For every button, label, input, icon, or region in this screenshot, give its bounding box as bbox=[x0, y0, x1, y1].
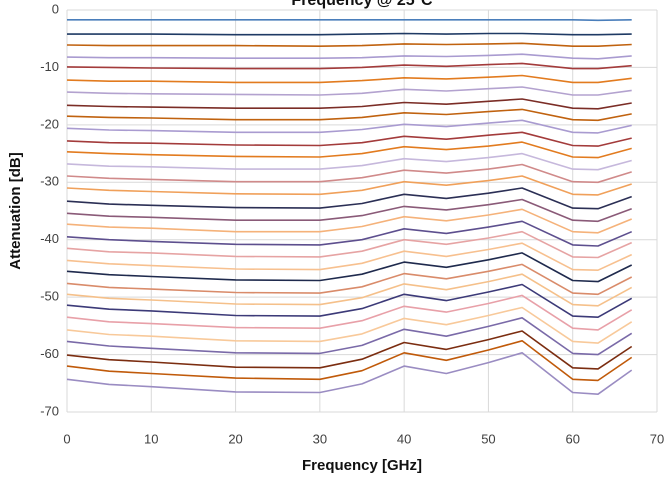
series-line bbox=[66, 163, 632, 184]
series-line bbox=[66, 352, 633, 395]
series-line bbox=[66, 273, 633, 307]
series-line bbox=[66, 242, 633, 271]
series-line bbox=[66, 108, 632, 122]
y-tick-label: -60 bbox=[40, 346, 59, 361]
series-line bbox=[66, 306, 633, 344]
y-tick-label: -20 bbox=[40, 116, 59, 131]
series-line bbox=[66, 62, 632, 70]
series-line bbox=[66, 317, 633, 356]
series-line bbox=[66, 330, 633, 370]
x-tick-label: 50 bbox=[481, 431, 495, 446]
series-line bbox=[66, 53, 632, 60]
x-tick-label: 70 bbox=[650, 431, 664, 446]
series-line bbox=[66, 340, 633, 382]
series-line bbox=[66, 98, 632, 110]
y-tick-label: 0 bbox=[52, 1, 59, 16]
series-line bbox=[66, 208, 633, 234]
y-tick-label: -70 bbox=[40, 403, 59, 418]
series-line bbox=[66, 86, 632, 96]
y-tick-label: -10 bbox=[40, 59, 59, 74]
series-line bbox=[66, 187, 632, 210]
series-line bbox=[66, 74, 632, 84]
y-tick-label: -50 bbox=[40, 289, 59, 304]
x-axis-title: Frequency [GHz] bbox=[302, 457, 422, 474]
y-tick-label: -40 bbox=[40, 231, 59, 246]
x-tick-label: 20 bbox=[228, 431, 242, 446]
series-line bbox=[66, 220, 633, 247]
y-tick-label: -30 bbox=[40, 174, 59, 189]
series-line bbox=[67, 32, 632, 36]
series-line bbox=[66, 152, 632, 171]
series-line bbox=[66, 198, 632, 223]
x-tick-label: 0 bbox=[63, 431, 70, 446]
series-line bbox=[66, 283, 633, 318]
series-line bbox=[66, 175, 632, 196]
series-line bbox=[66, 119, 632, 134]
x-tick-label: 40 bbox=[397, 431, 411, 446]
series-line bbox=[66, 42, 632, 47]
x-tick-label: 30 bbox=[313, 431, 327, 446]
x-tick-label: 10 bbox=[144, 431, 158, 446]
y-axis-title: Attenuation [dB] bbox=[7, 152, 24, 269]
series-line bbox=[66, 141, 632, 159]
series-line bbox=[66, 230, 633, 259]
series-line bbox=[66, 263, 633, 296]
series-line bbox=[66, 294, 633, 331]
series-line bbox=[67, 19, 632, 22]
chart-title: Frequency @ 25°C bbox=[291, 0, 433, 9]
series-line bbox=[66, 252, 633, 283]
series-line bbox=[66, 131, 632, 147]
x-tick-label: 60 bbox=[565, 431, 579, 446]
